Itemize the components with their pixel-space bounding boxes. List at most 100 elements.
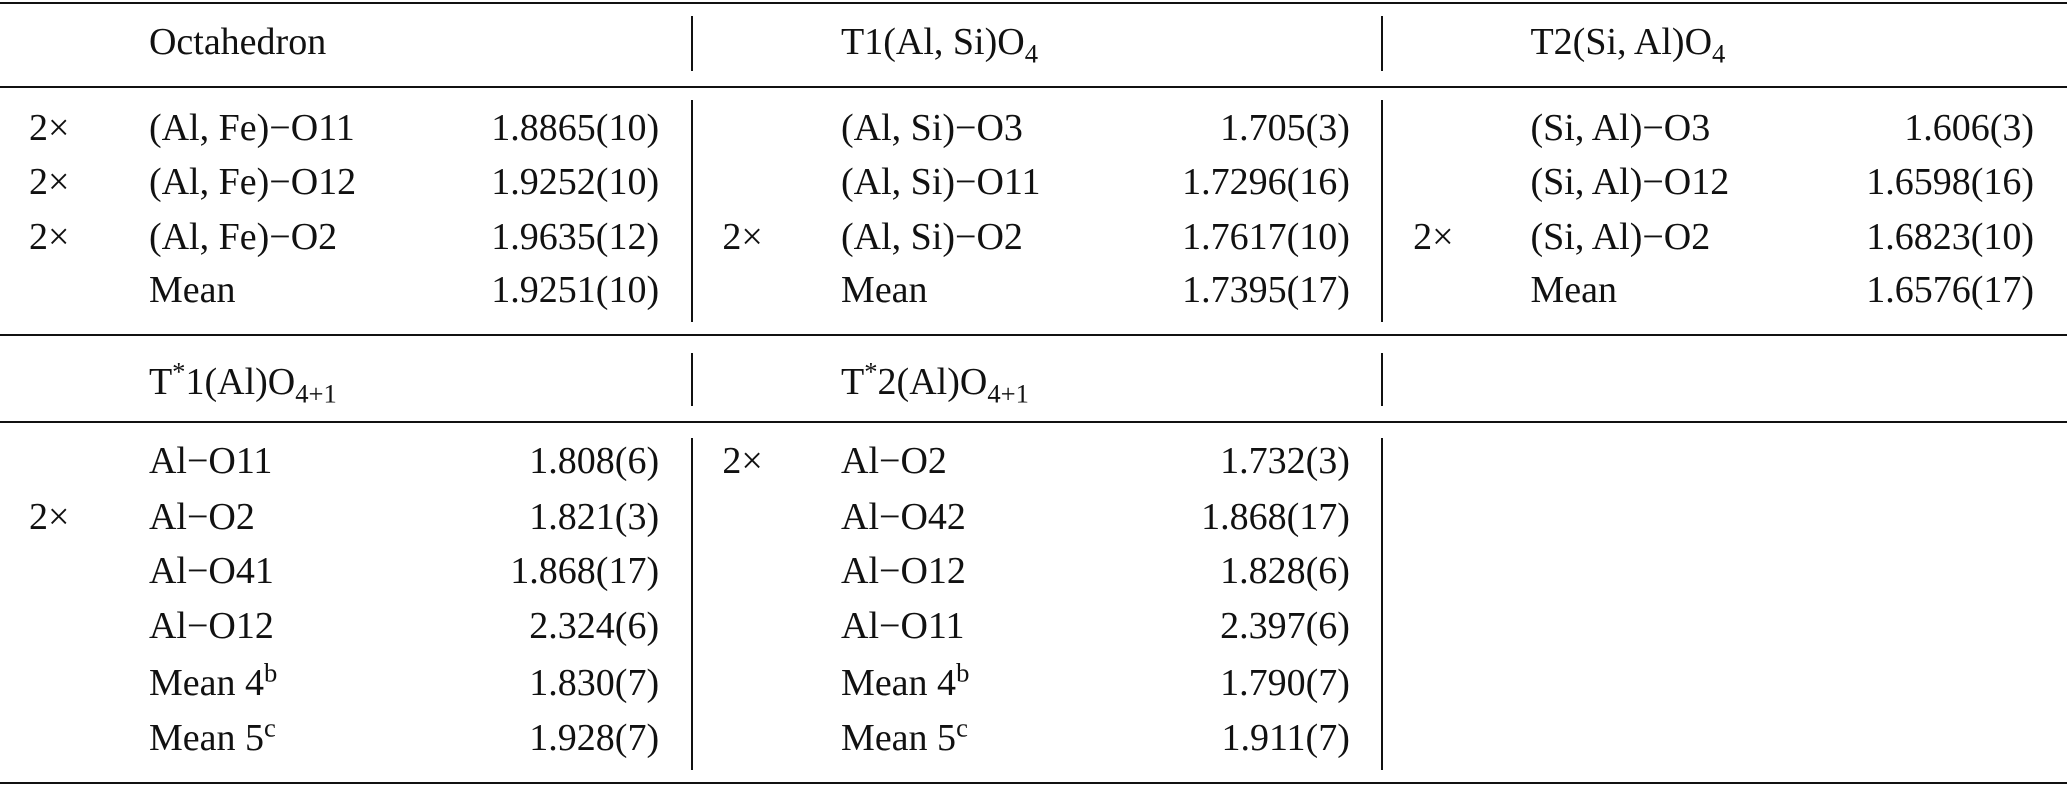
multiplicity: 2× xyxy=(29,109,69,147)
header-text: T1(Al, Si)O xyxy=(841,21,1025,64)
bond-length-text: 1.6823(10) xyxy=(1866,216,2035,259)
bond-label-text: Al−O12 xyxy=(148,605,274,648)
bond-length: 1.9635(12) xyxy=(491,218,659,256)
rule xyxy=(0,86,2067,88)
multiplicity: 2× xyxy=(1413,218,1453,256)
bond-length: 2.324(6) xyxy=(529,607,659,645)
multiplicity: 2× xyxy=(29,218,69,256)
bond-length-text: 1.808(6) xyxy=(529,440,660,483)
bond-label: (Si, Al)−O3 xyxy=(1530,109,1710,147)
bond-length-text: 1.6576(17) xyxy=(1866,269,2035,311)
bond-label: (Si, Al)−O12 xyxy=(1530,163,1729,201)
bond-label-text: Mean 4 xyxy=(148,661,264,704)
column-header: T1(Al, Si)O4 xyxy=(841,21,1038,67)
bond-label-text: Al−O2 xyxy=(841,440,947,483)
bond-length-text: 1.7395(17) xyxy=(1182,269,1350,311)
separator xyxy=(1380,437,1383,770)
bond-label: Al−O2 xyxy=(149,498,255,536)
bond-label-text: (Al, Si)−O3 xyxy=(841,106,1023,149)
bond-length: 1.606(3) xyxy=(1904,109,2034,147)
bond-label-text: (Al, Si)−O11 xyxy=(841,160,1041,203)
bond-label: Al−O42 xyxy=(841,498,966,536)
bond-length-text: 1.911(7) xyxy=(1221,717,1350,760)
bond-length: 1.830(7) xyxy=(529,664,659,702)
bond-label: (Al, Fe)−O2 xyxy=(149,218,337,256)
bond-label: (Al, Fe)−O12 xyxy=(149,163,356,201)
bond-length: 1.7395(17) xyxy=(1182,271,1350,309)
multiplicity-text: 2× xyxy=(29,495,70,538)
bond-length: 1.6598(16) xyxy=(1866,163,2034,201)
bond-label-text: Mean 5 xyxy=(841,717,957,760)
rule xyxy=(0,420,2067,423)
bond-length-text: 1.6598(16) xyxy=(1866,160,2035,203)
bond-length: 1.928(7) xyxy=(529,719,659,757)
column-header: Octahedron xyxy=(149,23,326,61)
bond-label: Al−O12 xyxy=(149,607,274,645)
header-text: 1(Al)O xyxy=(185,361,296,404)
bond-length-text: 1.868(17) xyxy=(1201,495,1350,538)
bond-length: 1.911(7) xyxy=(1221,719,1349,757)
bond-label-text: (Si, Al)−O3 xyxy=(1530,106,1711,149)
bond-length-text: 1.821(3) xyxy=(529,495,660,538)
bond-label: Mean xyxy=(841,271,928,309)
bond-length-text: 1.705(3) xyxy=(1220,106,1350,149)
column-header: T*2(Al)O4+1 xyxy=(841,358,1029,407)
bond-length-text: 1.7617(10) xyxy=(1182,216,1350,259)
bond-length-text: 1.928(7) xyxy=(529,717,660,760)
footnote-mark: b xyxy=(956,657,970,688)
bond-length-text: 1.7296(16) xyxy=(1182,160,1350,203)
bond-label: Mean 4b xyxy=(841,659,969,702)
bond-label-text: Al−O42 xyxy=(841,495,966,538)
bond-label: Al−O2 xyxy=(841,442,947,480)
bond-length: 1.9251(10) xyxy=(491,271,659,309)
subscript: 4 xyxy=(1712,38,1726,69)
separator xyxy=(1380,15,1383,72)
bond-length-text: 1.8865(10) xyxy=(491,106,660,149)
bond-label: Mean xyxy=(1530,271,1617,309)
multiplicity-text: 2× xyxy=(722,440,763,483)
bond-label-text: (Al, Si)−O2 xyxy=(841,216,1023,259)
bond-length: 2.397(6) xyxy=(1220,607,1350,645)
bond-label: Mean 5c xyxy=(841,714,968,760)
bond-length: 1.9252(10) xyxy=(491,163,659,201)
bond-label: (Al, Si)−O11 xyxy=(841,163,1040,201)
multiplicity-text: 2× xyxy=(29,106,70,149)
multiplicity-text: 2× xyxy=(29,160,70,203)
bond-length: 1.821(3) xyxy=(529,498,659,536)
column-header: T2(Si, Al)O4 xyxy=(1530,23,1725,67)
bond-length-text: 1.9635(12) xyxy=(491,216,660,259)
header-text: T xyxy=(148,361,173,404)
bond-length-text: 2.397(6) xyxy=(1220,605,1350,648)
bond-label-text: Mean xyxy=(148,269,236,311)
bond-length-text: 1.732(3) xyxy=(1220,440,1350,483)
bond-length: 1.7617(10) xyxy=(1182,218,1350,256)
bond-label-text: Al−O11 xyxy=(841,605,965,648)
bond-label: (Si, Al)−O2 xyxy=(1530,218,1710,256)
bond-label: Mean xyxy=(149,271,236,309)
superscript: * xyxy=(172,356,186,387)
separator xyxy=(691,437,694,770)
multiplicity-text: 2× xyxy=(29,216,70,259)
bond-label: Mean 5c xyxy=(149,714,276,757)
bond-label: Al−O11 xyxy=(149,442,272,480)
bond-label-text: Mean xyxy=(1530,269,1617,311)
rule xyxy=(0,1,2067,4)
bond-label: (Al, Fe)−O11 xyxy=(149,109,355,147)
multiplicity: 2× xyxy=(29,498,69,536)
bond-length: 1.8865(10) xyxy=(491,109,659,147)
bond-length: 1.808(6) xyxy=(529,442,659,480)
bond-label-text: Al−O2 xyxy=(148,495,255,538)
separator xyxy=(691,353,694,406)
bond-label-text: Mean xyxy=(841,269,928,311)
footnote-mark: c xyxy=(956,712,968,743)
bond-label: Al−O12 xyxy=(841,552,966,590)
bond-label-text: (Si, Al)−O2 xyxy=(1530,216,1711,259)
rule xyxy=(0,333,2067,336)
multiplicity-text: 2× xyxy=(722,216,763,259)
bond-length-text: 1.9251(10) xyxy=(491,269,660,311)
bond-label-text: (Al, Fe)−O11 xyxy=(148,106,355,149)
bond-label: (Al, Si)−O2 xyxy=(841,218,1023,256)
bond-label-text: Al−O11 xyxy=(148,440,273,483)
subscript: 4+1 xyxy=(295,378,337,409)
